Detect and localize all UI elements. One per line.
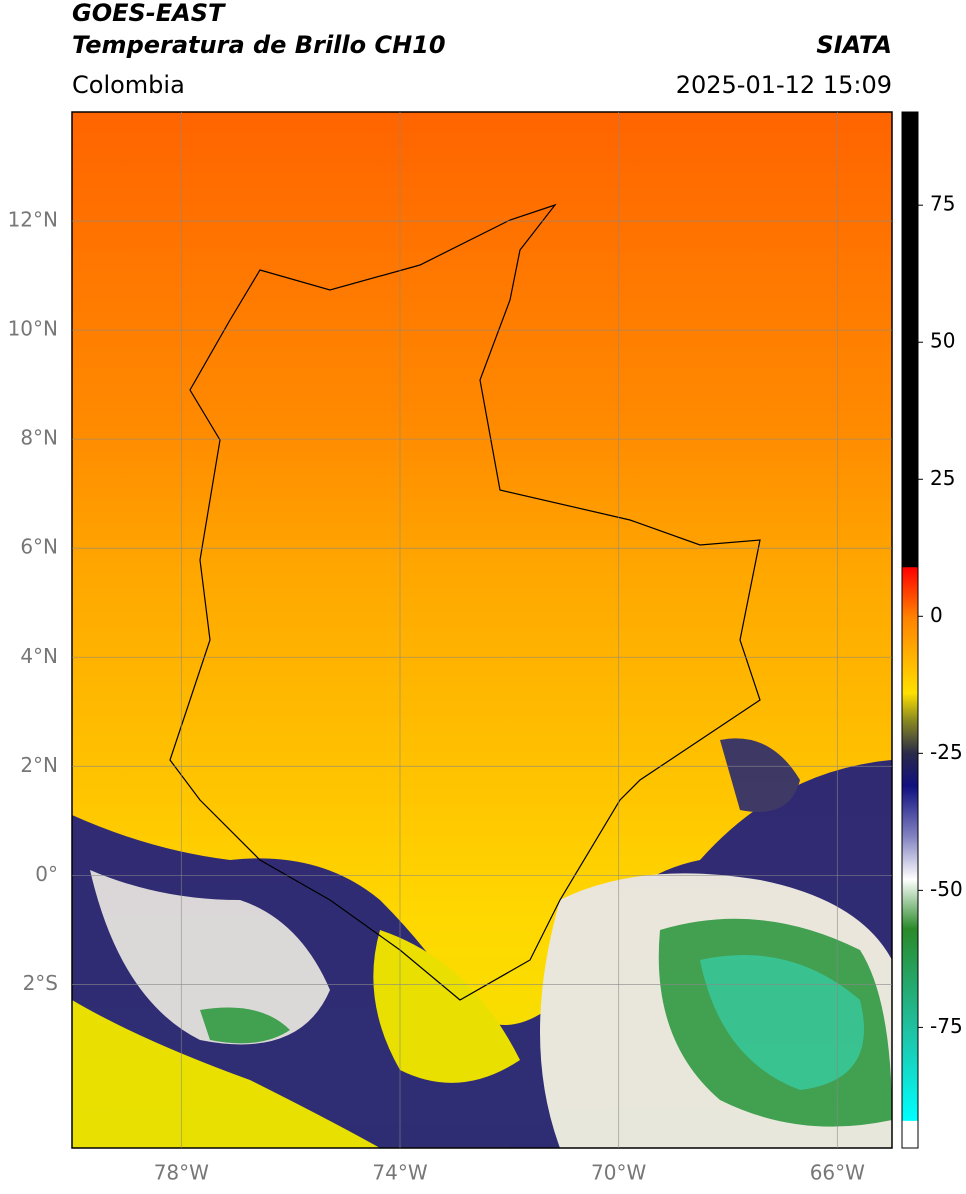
x-tick-label: 78°W xyxy=(154,1161,209,1185)
colorbar xyxy=(901,111,919,1149)
colorbar-tick-label: -75 xyxy=(930,1014,963,1038)
y-tick-label: 2°N xyxy=(20,753,58,777)
title: GOES-EAST xyxy=(72,0,226,27)
colorbar-tick-label: 25 xyxy=(930,466,955,490)
datetime: 2025-01-12 15:09 xyxy=(676,71,892,99)
colorbar-tick-label: 75 xyxy=(930,192,955,216)
colorbar-tick-label: -50 xyxy=(930,877,963,901)
colorbar-tick-label: 0 xyxy=(930,603,943,627)
subtitle: Temperatura de Brillo CH10 xyxy=(72,31,446,59)
x-tick-label: 70°W xyxy=(591,1161,646,1185)
x-tick-label: 66°W xyxy=(810,1161,865,1185)
y-tick-label: 10°N xyxy=(8,317,58,341)
y-tick-label: 2°S xyxy=(23,971,58,995)
y-tick-label: 6°N xyxy=(20,535,58,559)
source: SIATA xyxy=(816,31,892,59)
region: Colombia xyxy=(72,71,185,99)
y-tick-label: 0° xyxy=(35,862,58,886)
x-tick-label: 74°W xyxy=(372,1161,427,1185)
y-tick-label: 12°N xyxy=(8,208,58,232)
colorbar-tick-label: -25 xyxy=(930,740,963,764)
colorbar-tick-label: 50 xyxy=(930,329,955,353)
map-frame xyxy=(71,111,893,1149)
y-tick-label: 8°N xyxy=(20,426,58,450)
map-image xyxy=(72,112,892,1148)
y-tick-label: 4°N xyxy=(20,644,58,668)
